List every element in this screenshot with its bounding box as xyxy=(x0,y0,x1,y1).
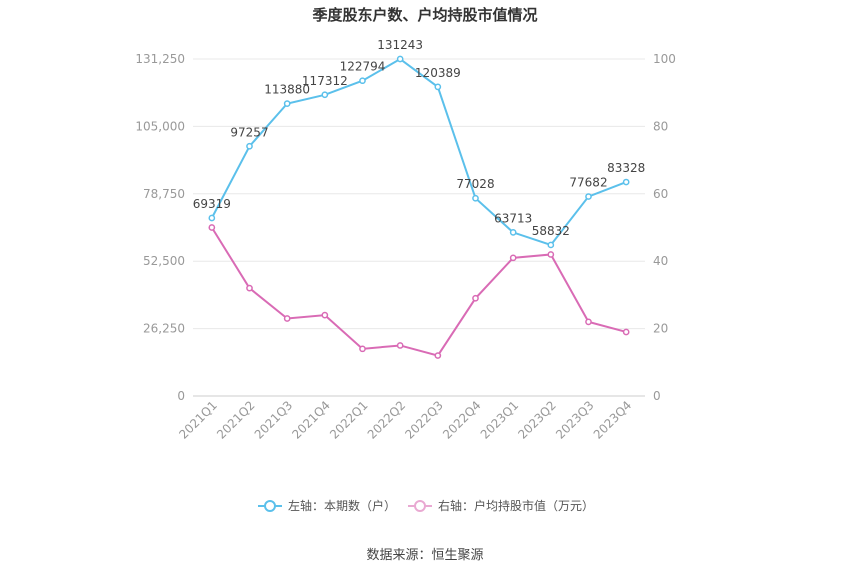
left-tick-label: 0 xyxy=(177,389,185,403)
data-point xyxy=(359,345,366,353)
legend-label-right: 右轴：户均持股市值（万元） xyxy=(438,498,594,513)
data-point xyxy=(547,241,555,249)
data-point xyxy=(283,315,291,322)
x-tick-label: 2023Q3 xyxy=(553,398,597,442)
right-tick-label: 60 xyxy=(653,187,668,201)
data-label: 117312 xyxy=(302,74,348,88)
x-tick-label: 2021Q4 xyxy=(289,398,333,442)
data-point xyxy=(472,194,479,202)
x-tick-label: 2022Q3 xyxy=(402,398,446,442)
legend-swatch-marker xyxy=(264,500,276,512)
data-source: 数据来源：恒生聚源 xyxy=(366,548,483,563)
legend[interactable]: 左轴：本期数（户） 右轴：户均持股市值（万元） xyxy=(258,498,594,513)
x-tick-label: 2023Q1 xyxy=(478,398,522,442)
left-tick-label: 52,500 xyxy=(143,254,185,268)
data-point xyxy=(246,284,253,292)
chart-title: 季度股东户数、户均持股市值情况 xyxy=(312,6,537,24)
data-label: 97257 xyxy=(230,125,268,139)
data-point xyxy=(396,55,404,63)
legend-swatch-marker xyxy=(414,500,426,512)
data-label: 131243 xyxy=(377,38,423,52)
data-point xyxy=(359,77,366,85)
data-point xyxy=(396,342,404,349)
series-line-0 xyxy=(210,57,627,247)
data-point xyxy=(547,251,555,258)
data-label: 58832 xyxy=(532,224,570,238)
data-point xyxy=(208,224,216,231)
data-point xyxy=(622,178,630,186)
x-axis-ticks: 2021Q12021Q22021Q32021Q42022Q12022Q22022… xyxy=(176,398,634,442)
data-point xyxy=(321,311,329,319)
x-tick-label: 2022Q2 xyxy=(365,398,409,442)
data-point xyxy=(321,91,329,99)
data-point xyxy=(434,83,442,91)
x-tick-label: 2023Q4 xyxy=(591,398,635,442)
data-point xyxy=(208,214,216,222)
left-tick-label: 26,250 xyxy=(143,322,185,336)
data-label: 63713 xyxy=(494,211,532,225)
data-point xyxy=(283,100,291,107)
series-line-1 xyxy=(210,226,627,357)
left-tick-label: 131,250 xyxy=(135,52,185,66)
data-point xyxy=(246,142,253,150)
data-label: 122794 xyxy=(340,60,386,74)
grid xyxy=(193,58,645,397)
left-tick-label: 105,000 xyxy=(135,119,185,133)
data-label: 113880 xyxy=(264,83,310,97)
data-point xyxy=(472,294,479,302)
right-tick-label: 80 xyxy=(653,119,668,133)
x-tick-label: 2021Q1 xyxy=(176,398,220,442)
x-tick-label: 2023Q2 xyxy=(515,398,559,442)
data-point xyxy=(434,352,442,359)
legend-label-left: 左轴：本期数（户） xyxy=(288,498,396,513)
data-label: 69319 xyxy=(193,197,231,211)
x-tick-label: 2021Q2 xyxy=(214,398,258,442)
data-point xyxy=(509,254,517,262)
data-point xyxy=(622,328,630,336)
left-tick-label: 78,750 xyxy=(143,187,185,201)
legend-item-right[interactable]: 右轴：户均持股市值（万元） xyxy=(408,498,594,513)
right-tick-label: 40 xyxy=(653,254,668,268)
right-tick-label: 0 xyxy=(653,389,661,403)
data-point xyxy=(585,193,592,200)
data-label: 77682 xyxy=(569,176,607,190)
right-tick-label: 20 xyxy=(653,322,668,336)
data-label: 77028 xyxy=(456,177,494,191)
data-label: 83328 xyxy=(607,161,645,175)
data-point xyxy=(585,318,592,326)
data-point xyxy=(509,229,517,236)
right-axis-ticks: 0 20 40 60 80 100 xyxy=(653,52,676,403)
left-axis-ticks: 0 26,250 52,500 78,750 105,000 131,250 xyxy=(135,52,185,403)
right-tick-label: 100 xyxy=(653,52,676,66)
data-label: 120389 xyxy=(415,66,461,80)
x-tick-label: 2021Q3 xyxy=(252,398,296,442)
legend-item-left[interactable]: 左轴：本期数（户） xyxy=(258,498,396,513)
x-tick-label: 2022Q4 xyxy=(440,398,484,442)
x-tick-label: 2022Q1 xyxy=(327,398,371,442)
